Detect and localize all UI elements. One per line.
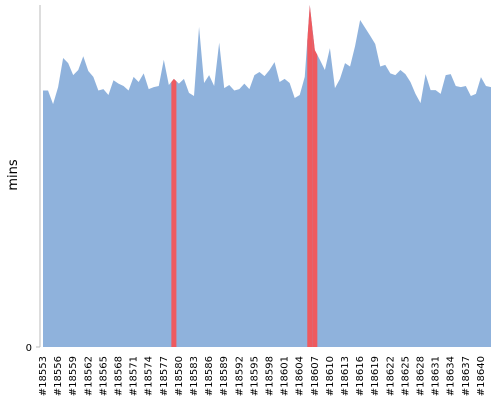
x-tick-label: #18601	[280, 356, 291, 396]
highlight-bar	[307, 5, 313, 347]
x-tick-label: #18610	[325, 356, 336, 396]
x-tick-label: #18637	[461, 356, 472, 396]
x-tick-label: #18595	[249, 356, 260, 396]
x-tick-label: #18625	[400, 356, 411, 396]
x-tick-label: #18589	[219, 356, 230, 396]
x-tick-label: #18577	[159, 356, 170, 396]
x-tick-label: #18631	[431, 356, 442, 396]
highlight-bar	[171, 78, 177, 347]
x-tick-label: #18565	[98, 356, 109, 396]
area	[43, 5, 491, 347]
x-tick-label: #18562	[83, 356, 94, 396]
x-tick-label: #18607	[310, 356, 321, 396]
x-tick-label: #18559	[68, 356, 79, 396]
x-tick-label: #18574	[144, 356, 155, 396]
x-tick-label: #18604	[295, 356, 306, 396]
x-tick-label: #18634	[446, 356, 457, 396]
x-tick-label: #18619	[370, 356, 381, 396]
x-tick-label: #18628	[416, 356, 427, 396]
x-tick-label: #18583	[189, 356, 200, 396]
x-tick-label: #18580	[174, 356, 185, 396]
y-axis-label: mins	[6, 159, 21, 191]
x-tick-label: #18592	[234, 356, 245, 396]
x-tick-label: #18622	[385, 356, 396, 396]
x-tick-label: #18568	[114, 356, 125, 396]
x-tick-label: #18586	[204, 356, 215, 396]
x-tick-label: #18553	[38, 356, 49, 396]
y-tick-label: 0	[26, 343, 32, 354]
x-tick-label: #18571	[129, 356, 140, 396]
highlight-bar	[312, 27, 318, 348]
x-tick-label: #18556	[53, 356, 64, 396]
x-tick-label: #18640	[476, 356, 487, 396]
x-tick-label: #18613	[340, 356, 351, 396]
x-tick-label: #18598	[265, 356, 276, 396]
x-tick-label: #18616	[355, 356, 366, 396]
